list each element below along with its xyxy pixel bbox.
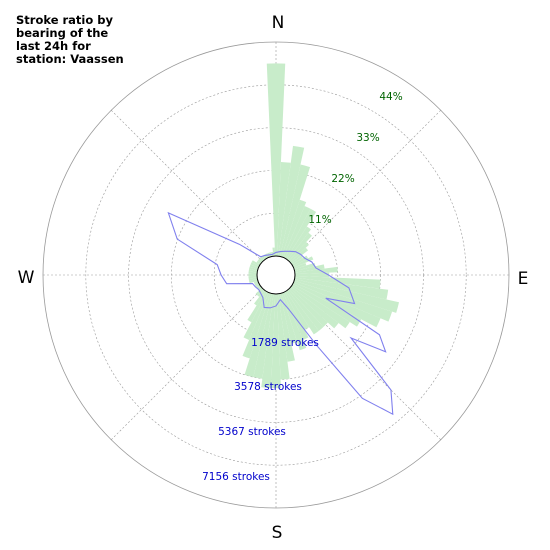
ratio-bar [288, 287, 328, 327]
ratio-bar [257, 259, 262, 264]
ratio-bar [248, 277, 258, 281]
ratio-bar [294, 272, 330, 278]
ratio-tick-label: 22% [331, 173, 354, 185]
ratio-bar [292, 282, 381, 328]
ratio-bar [294, 266, 338, 275]
center-hub [256, 255, 296, 295]
ratio-bar [260, 256, 265, 261]
ratio-bar [281, 199, 307, 258]
ratio-bar [294, 275, 381, 289]
ratio-bar [256, 260, 261, 265]
ratio-bar [280, 164, 311, 257]
ratio-bar [281, 292, 307, 351]
cardinal-label-n: N [272, 13, 285, 33]
ratio-bar [258, 257, 264, 263]
ratio-bar [284, 208, 317, 259]
ratio-bar [283, 206, 311, 259]
cardinal-label-e: E [518, 269, 529, 289]
ratio-bar [294, 279, 400, 313]
ratio-bar [292, 256, 314, 268]
ratio-bar [294, 262, 316, 271]
ratio-bar [243, 291, 269, 341]
cardinal-label-s: S [272, 523, 283, 543]
stroke-count-line [167, 211, 394, 416]
ratio-bar [255, 283, 260, 288]
ratio-bar [248, 271, 258, 275]
ratio-bar [249, 266, 258, 271]
chart-title: Stroke ratio by bearing of the last 24h … [16, 13, 124, 66]
ratio-bar [276, 293, 290, 380]
cardinal-label-w: W [18, 268, 35, 288]
grid-ring [85, 84, 467, 466]
grid-spoke [111, 110, 263, 262]
ratio-bar [253, 280, 259, 284]
ratio-bar [293, 262, 307, 270]
ratio-bar [284, 291, 310, 330]
grid-spoke [111, 288, 263, 440]
ratio-tick-label: 44% [379, 91, 402, 103]
ratio-bar [290, 286, 339, 329]
ratio-bar [290, 247, 309, 264]
ratio-bar [265, 253, 269, 259]
ratio-bar [276, 161, 291, 257]
axis-labels: N E S W 11% 22% 33% 44% 1789 strokes 3578 strokes… [18, 13, 529, 543]
ratio-bar [294, 264, 325, 273]
ratio-bar [294, 277, 389, 300]
ratio-bar [280, 293, 298, 344]
ratio-bar [266, 63, 286, 257]
ratio-bar [250, 262, 260, 268]
ratio-bar [291, 255, 303, 265]
ratio-bar [244, 293, 272, 378]
ratio-bar [251, 260, 260, 267]
count-tick-label: 7156 strokes [202, 471, 270, 483]
ratio-bar [288, 242, 309, 263]
ratio-bar [291, 285, 350, 329]
ratio-bar [271, 293, 281, 389]
ratio-tick-label: 33% [356, 132, 379, 144]
ratio-bar [278, 145, 305, 257]
ratio-bar [248, 273, 258, 277]
ratio-bar [254, 282, 260, 286]
ratio-bar [249, 279, 258, 284]
ratio-bar [242, 292, 271, 359]
count-tick-label: 3578 strokes [234, 381, 302, 393]
ratio-bar [248, 269, 258, 273]
ratio-bar [278, 293, 295, 362]
ratio-bar [248, 275, 258, 279]
ratio-bar [283, 291, 309, 341]
ratio-bar [247, 291, 268, 323]
ratio-tick-label: 11% [308, 214, 331, 226]
count-tick-label: 1789 strokes [251, 337, 319, 349]
ratio-bar [286, 290, 319, 335]
ratio-bar [253, 293, 274, 379]
ratio-bar [287, 232, 312, 261]
ratio-bar [249, 264, 259, 270]
ratio-bar [261, 293, 276, 389]
ratio-bar [254, 290, 266, 306]
count-tick-label: 5367 strokes [218, 426, 286, 438]
ratio-bar [287, 289, 324, 331]
ratio-bar [272, 247, 276, 257]
ratio-bar [292, 283, 362, 327]
